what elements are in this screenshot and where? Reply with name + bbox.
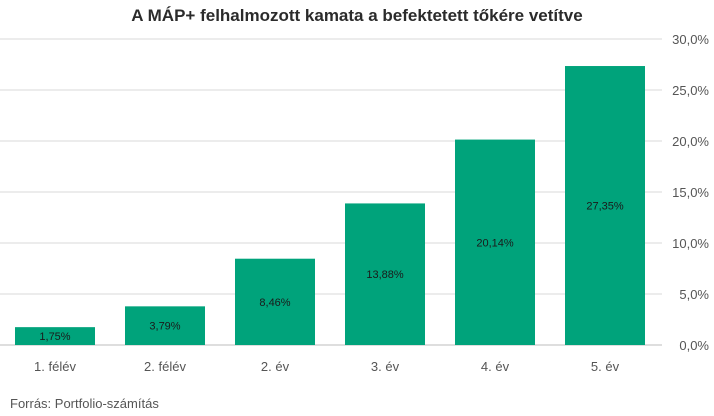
y-tick-label: 30,0% — [672, 32, 709, 47]
x-tick-label: 2. év — [261, 359, 290, 374]
x-tick-label: 4. év — [481, 359, 510, 374]
x-tick-label: 2. félév — [144, 359, 186, 374]
bar — [235, 258, 315, 345]
data-label: 8,46% — [259, 297, 290, 309]
y-tick-label: 5,0% — [679, 287, 709, 302]
data-labels: 1,75% 3,79% 8,46% 13,88% 20,14% 27,35% — [39, 201, 623, 344]
bar — [15, 327, 95, 345]
x-tick-label: 1. félév — [34, 359, 76, 374]
source-note: Forrás: Portfolio-számítás — [10, 396, 159, 411]
data-label: 1,75% — [39, 331, 70, 343]
x-tick-label: 5. év — [591, 359, 620, 374]
bar — [565, 66, 645, 345]
data-label: 27,35% — [586, 201, 624, 213]
bar — [345, 203, 425, 345]
data-label: 20,14% — [476, 237, 514, 249]
chart-title: A MÁP+ felhalmozott kamata a befektetett… — [131, 6, 583, 25]
bar — [455, 139, 535, 345]
y-axis-ticks: 0,0% 5,0% 10,0% 15,0% 20,0% 25,0% 30,0% — [672, 32, 709, 353]
data-label: 13,88% — [366, 269, 404, 281]
x-tick-label: 3. év — [371, 359, 400, 374]
y-tick-label: 10,0% — [672, 236, 709, 251]
x-axis-ticks: 1. félév 2. félév 2. év 3. év 4. év 5. év — [34, 359, 620, 374]
y-tick-label: 20,0% — [672, 134, 709, 149]
grid-lines — [0, 38, 662, 346]
y-tick-label: 0,0% — [679, 338, 709, 353]
data-label: 3,79% — [149, 321, 180, 333]
bars — [15, 66, 645, 345]
y-tick-label: 15,0% — [672, 185, 709, 200]
y-tick-label: 25,0% — [672, 83, 709, 98]
bar — [125, 306, 205, 345]
